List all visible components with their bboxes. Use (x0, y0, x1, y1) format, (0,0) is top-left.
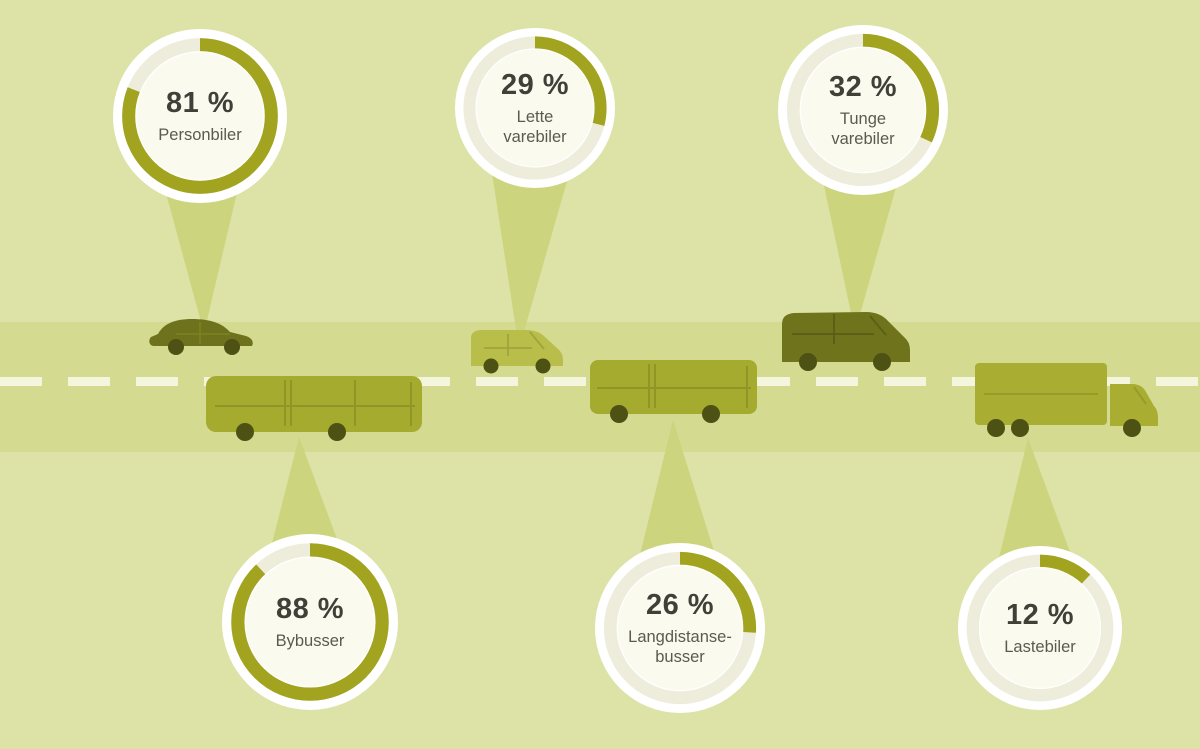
vehicle-label-line: Lette (516, 107, 554, 126)
percent-value: 32 % (828, 70, 898, 103)
callout-lette-varebiler: 29 % Lette varebiler (455, 28, 615, 188)
callout-tunge-varebiler: 32 % Tunge varebiler (778, 25, 948, 195)
car-icon (149, 319, 253, 355)
coach-bus-detail (597, 364, 751, 408)
donut-chart (455, 28, 615, 188)
small-van-icon (471, 330, 563, 374)
callout-text: 32 % Tunge varebiler (778, 25, 948, 195)
callout-text: 12 % Lastebiler (958, 546, 1122, 710)
donut-arc (463, 36, 607, 180)
truck-cab (1110, 384, 1158, 426)
small-van-detail (484, 331, 545, 356)
donut-inner (136, 52, 264, 180)
donut-inner (980, 568, 1100, 688)
truck-detail (984, 386, 1147, 405)
callout-text: 81 % Personbiler (113, 29, 287, 203)
truck-wheel (1123, 419, 1141, 437)
donut-arc (122, 38, 278, 194)
city-bus-icon (206, 376, 422, 441)
coach-bus-icon (590, 360, 757, 423)
donut-chart (778, 25, 948, 195)
callout-text: 29 % Lette varebiler (455, 28, 615, 188)
callout-text: 88 % Bybusser (222, 534, 398, 710)
donut-inner (476, 49, 594, 167)
donut-chart (595, 543, 765, 713)
vehicle-label-line: Tunge (839, 109, 887, 128)
small-van-wheel (483, 358, 499, 374)
city-bus-body (206, 376, 422, 432)
vehicle-label-line: Lastebiler (1004, 637, 1076, 656)
callout-bybusser: 88 % Bybusser (222, 534, 398, 710)
percent-value: 29 % (500, 68, 570, 101)
small-van-wheel (535, 358, 551, 374)
vehicle-label: Bybusser (222, 631, 398, 651)
vehicle-label-line: Bybusser (275, 631, 345, 650)
donut-chart (958, 546, 1122, 710)
donut-arc (231, 543, 389, 701)
donut-chart (222, 534, 398, 710)
donut-arc (603, 551, 757, 705)
donut-arc (966, 554, 1114, 702)
callout-lastebiler: 12 % Lastebiler (958, 546, 1122, 710)
vehicle-label: Langdistanse- busser (595, 627, 765, 667)
vehicle-label-line: Langdistanse- (628, 627, 732, 646)
donut-arc (786, 33, 940, 187)
callout-text: 26 % Langdistanse- busser (595, 543, 765, 713)
vehicle-label: Lastebiler (958, 637, 1122, 657)
vehicle-label-line: busser (655, 648, 705, 666)
truck-icon (975, 363, 1158, 437)
callout-langdistansebusser: 26 % Langdistanse- busser (595, 543, 765, 713)
vehicle-label: Tunge varebiler (778, 109, 948, 149)
car-wheel (168, 339, 184, 355)
vehicle-label-line: varebiler (503, 128, 567, 146)
truck-wheel (987, 419, 1005, 437)
vehicle-label-line: varebiler (831, 130, 895, 148)
city-bus-wheel (236, 423, 254, 441)
donut-inner (800, 47, 926, 173)
percent-value: 81 % (165, 86, 235, 119)
car-detail (176, 322, 230, 344)
percent-value: 12 % (1005, 598, 1075, 631)
vehicle-label-line: Personbiler (158, 125, 242, 144)
percent-value: 26 % (645, 588, 715, 621)
callout-personbiler: 81 % Personbiler (113, 29, 287, 203)
large-van-wheel (799, 353, 817, 371)
car-wheel (224, 339, 240, 355)
vehicle-label: Lette varebiler (455, 107, 615, 147)
donut-chart (113, 29, 287, 203)
truck-wheel (1011, 419, 1029, 437)
city-bus-detail (215, 380, 415, 426)
large-van-detail (792, 314, 887, 344)
vehicle-label: Personbiler (113, 125, 287, 145)
large-van-body (782, 312, 910, 362)
donut-inner (245, 557, 375, 687)
city-bus-wheel (328, 423, 346, 441)
donut-inner (617, 565, 743, 691)
percent-value: 88 % (275, 592, 345, 625)
coach-bus-wheel (610, 405, 628, 423)
large-van-wheel (873, 353, 891, 371)
large-van-icon (782, 312, 910, 371)
coach-bus-wheel (702, 405, 720, 423)
